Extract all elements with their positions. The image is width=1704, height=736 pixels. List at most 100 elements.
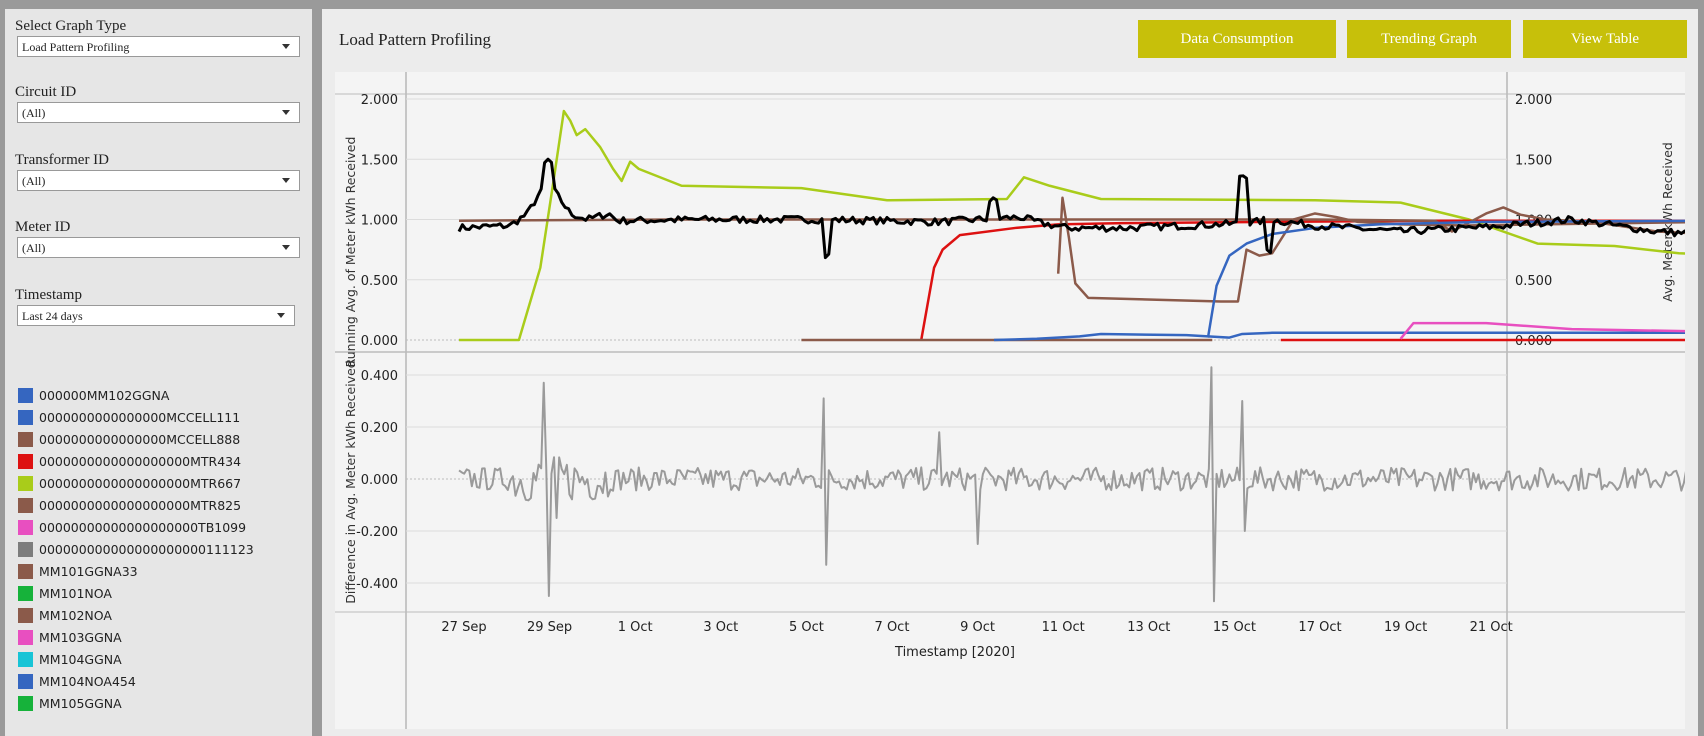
- legend-item[interactable]: 0000000000000000MCCELL111: [18, 406, 308, 428]
- series-line: [1056, 196, 1685, 303]
- meter-id-value: (All): [22, 241, 46, 255]
- chevron-down-icon: [277, 313, 285, 318]
- chevron-down-icon: [282, 178, 290, 183]
- legend-label: 0000000000000000000MTR825: [39, 497, 242, 513]
- legend-swatch: [18, 519, 33, 535]
- meter-id-label: Meter ID: [15, 219, 71, 235]
- legend-label: MM102NOA: [39, 607, 112, 623]
- circuit-id-select[interactable]: (All): [17, 102, 300, 123]
- graph-type-value: Load Pattern Profiling: [22, 40, 130, 54]
- legend-label: 00000000000000000000TB1099: [39, 519, 247, 535]
- legend-swatch: [18, 607, 33, 623]
- view-table-button[interactable]: View Table: [1523, 20, 1687, 58]
- y-tick-label: 0.500: [361, 274, 398, 289]
- legend-label: MM104NOA454: [39, 673, 136, 689]
- legend-label: 000000MM102GGNA: [39, 387, 170, 403]
- series-line: [458, 366, 1685, 603]
- legend-item[interactable]: 000000000000000000000111123: [18, 538, 308, 560]
- x-tick-label: 15 Oct: [1213, 620, 1256, 635]
- legend-label: MM101NOA: [39, 585, 112, 601]
- legend-swatch: [18, 629, 33, 645]
- x-tick-label: 17 Oct: [1298, 620, 1341, 635]
- legend-label: 0000000000000000MCCELL111: [39, 409, 241, 425]
- legend-label: MM105GGNA: [39, 695, 122, 711]
- x-tick-label: 19 Oct: [1384, 620, 1427, 635]
- chevron-down-icon: [282, 245, 290, 250]
- y-axis-title: Difference in Avg. Meter kWh Received: [343, 360, 358, 603]
- timestamp-label: Timestamp: [15, 287, 82, 303]
- y-tick-label: 2.000: [361, 93, 398, 108]
- graph-type-label: Select Graph Type: [15, 18, 127, 34]
- y-tick-label-right: 0.500: [1515, 274, 1552, 289]
- legend-swatch: [18, 651, 33, 667]
- y-tick-label: 1.000: [361, 214, 398, 229]
- legend-swatch: [18, 695, 33, 711]
- filter-panel: Select Graph Type Load Pattern Profiling…: [5, 9, 312, 736]
- legend-item[interactable]: MM104NOA454: [18, 670, 308, 692]
- legend-swatch: [18, 453, 33, 469]
- graph-type-select[interactable]: Load Pattern Profiling: [17, 36, 300, 57]
- x-tick-label: 21 Oct: [1470, 620, 1513, 635]
- legend-label: MM101GGNA33: [39, 563, 138, 579]
- series-line: [1399, 321, 1685, 340]
- legend-swatch: [18, 409, 33, 425]
- legend-item[interactable]: 000000MM102GGNA: [18, 384, 308, 406]
- legend-item[interactable]: MM105GGNA: [18, 692, 308, 714]
- series-line: [1206, 219, 1685, 338]
- y-tick-label: 0.400: [361, 369, 398, 384]
- transformer-id-label: Transformer ID: [15, 152, 110, 168]
- y-tick-label-right: 0.000: [1515, 334, 1552, 349]
- legend-swatch: [18, 541, 33, 557]
- x-tick-label: 27 Sep: [441, 620, 486, 635]
- x-tick-label: 3 Oct: [703, 620, 738, 635]
- legend-swatch: [18, 563, 33, 579]
- legend-item[interactable]: 0000000000000000MCCELL888: [18, 428, 308, 450]
- chevron-down-icon: [282, 110, 290, 115]
- series-line: [993, 331, 1685, 342]
- legend-swatch: [18, 431, 33, 447]
- timestamp-value: Last 24 days: [22, 309, 83, 323]
- legend-item[interactable]: 0000000000000000000MTR825: [18, 494, 308, 516]
- y-tick-label: -0.400: [356, 577, 398, 592]
- series-line: [457, 157, 1685, 260]
- transformer-id-select[interactable]: (All): [17, 170, 300, 191]
- chevron-down-icon: [282, 44, 290, 49]
- legend-swatch: [18, 387, 33, 403]
- legend-label: 0000000000000000000MTR667: [39, 475, 242, 491]
- legend-item[interactable]: MM103GGNA: [18, 626, 308, 648]
- legend-item[interactable]: MM104GGNA: [18, 648, 308, 670]
- meter-id-select[interactable]: (All): [17, 237, 300, 258]
- transformer-id-value: (All): [22, 174, 46, 188]
- legend-label: 000000000000000000000111123: [39, 541, 254, 557]
- page-title: Load Pattern Profiling: [339, 30, 492, 49]
- timestamp-select[interactable]: Last 24 days: [17, 305, 295, 326]
- legend-swatch: [18, 585, 33, 601]
- x-tick-label: 13 Oct: [1127, 620, 1170, 635]
- legend-swatch: [18, 475, 33, 491]
- legend-item[interactable]: MM102NOA: [18, 604, 308, 626]
- y-tick-label: 0.200: [361, 421, 398, 436]
- y-tick-label: 1.500: [361, 153, 398, 168]
- x-axis-title: Timestamp [2020]: [894, 645, 1015, 660]
- y-tick-label-right: 1.500: [1515, 153, 1552, 168]
- y-axis-title: Running Avg. of Meter kWh Received: [343, 137, 358, 368]
- legend-label: MM103GGNA: [39, 629, 122, 645]
- legend-item[interactable]: 0000000000000000000MTR667: [18, 472, 308, 494]
- y-tick-label-right: 2.000: [1515, 93, 1552, 108]
- legend-item[interactable]: MM101NOA: [18, 582, 308, 604]
- x-tick-label: 1 Oct: [618, 620, 653, 635]
- series-line: [920, 219, 1685, 341]
- legend-item[interactable]: MM101GGNA33: [18, 560, 308, 582]
- data-consumption-button[interactable]: Data Consumption: [1138, 20, 1336, 58]
- x-tick-label: 7 Oct: [875, 620, 910, 635]
- legend-label: 0000000000000000MCCELL888: [39, 431, 241, 447]
- trending-graph-button[interactable]: Trending Graph: [1347, 20, 1511, 58]
- x-tick-label: 29 Sep: [527, 620, 572, 635]
- legend-item[interactable]: 00000000000000000000TB1099: [18, 516, 308, 538]
- series-line: [459, 109, 1685, 342]
- legend-item[interactable]: 0000000000000000000MTR434: [18, 450, 308, 472]
- chart-area: 0.000 0.000 0.500 0.500 1.000 1.000 1.500 1.500…: [335, 72, 1685, 729]
- legend-swatch: [18, 497, 33, 513]
- x-tick-label: 5 Oct: [789, 620, 824, 635]
